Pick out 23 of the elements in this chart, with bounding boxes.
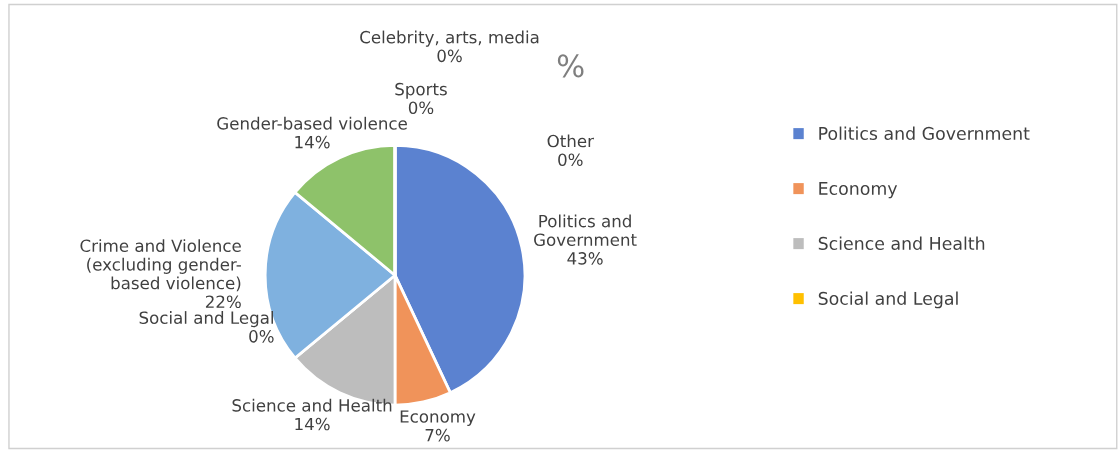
text: 0% xyxy=(558,153,583,167)
legend-label: Economy xyxy=(819,182,898,199)
legend-label: Science and Health xyxy=(818,236,985,250)
slice-label: Economy xyxy=(400,410,476,426)
slice-label: Gender-based violence xyxy=(217,116,407,130)
text: 0% xyxy=(437,49,462,63)
data-label: 14% xyxy=(295,417,330,431)
slice-label: Science and Health xyxy=(232,398,392,412)
category-label: Sports xyxy=(395,82,447,99)
data-label: 7% xyxy=(425,428,450,442)
category-label: Other xyxy=(547,134,594,148)
category-label: Social and Legal xyxy=(139,311,273,328)
category-label: Celebrity, arts, media xyxy=(360,30,539,47)
legend-label: Social and Legal xyxy=(818,291,958,309)
slice-label: Politics and Government xyxy=(534,214,637,247)
data-label: 14% xyxy=(295,135,330,149)
chart-title: % xyxy=(557,54,584,78)
data-label: 22% xyxy=(205,295,241,309)
slice-label: Crime and Violence (excluding gender-based violence) xyxy=(80,239,241,292)
legend-label: Politics and Government xyxy=(819,126,1030,140)
text: 0% xyxy=(408,101,434,115)
data-label: 43% xyxy=(567,252,603,265)
text: 0% xyxy=(249,330,274,343)
